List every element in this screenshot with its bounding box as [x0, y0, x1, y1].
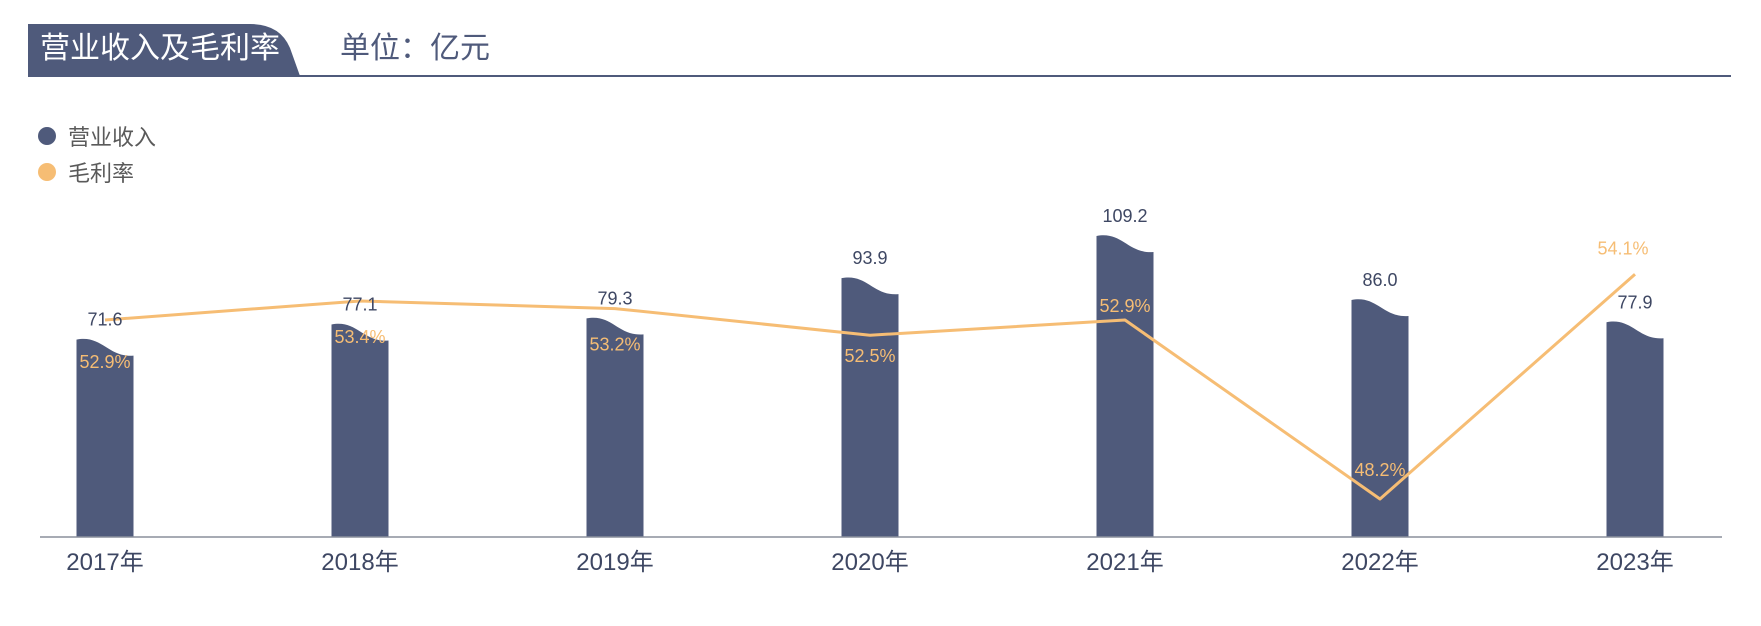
legend: 营业收入 毛利率 — [38, 118, 156, 190]
x-tick-label: 2022年 — [1341, 549, 1418, 576]
bar-2021年 — [1096, 235, 1154, 537]
bar-value-label: 93.9 — [852, 248, 887, 268]
x-tick-label: 2018年 — [321, 549, 398, 576]
page-title: 营业收入及毛利率 — [40, 32, 280, 65]
bar-value-label: 79.3 — [597, 288, 632, 308]
gross-margin-label: 53.2% — [589, 335, 640, 355]
x-tick-label: 2017年 — [66, 549, 143, 576]
gross-margin-label: 52.9% — [1099, 296, 1150, 316]
bar-value-label: 71.6 — [87, 310, 122, 330]
x-tick-label: 2021年 — [1086, 549, 1163, 576]
header-divider — [28, 75, 1731, 77]
legend-label-gross-margin: 毛利率 — [68, 161, 135, 186]
legend-swatch-gross-margin — [38, 163, 56, 181]
bar-value-label: 77.9 — [1617, 292, 1652, 312]
bar-value-label: 77.1 — [342, 294, 377, 314]
bar-value-label: 109.2 — [1102, 206, 1147, 226]
title-tab-shape — [28, 24, 300, 76]
bar-value-label: 86.0 — [1362, 270, 1397, 290]
legend-item-revenue: 营业收入 — [38, 118, 156, 154]
unit-label: 单位：亿元 — [340, 32, 490, 65]
gross-margin-label: 54.1% — [1597, 238, 1648, 258]
bar-2020年 — [841, 277, 899, 537]
gross-margin-label: 48.2% — [1354, 460, 1405, 480]
bar-2019年 — [586, 317, 644, 537]
legend-label-revenue: 营业收入 — [68, 125, 157, 150]
x-tick-label: 2020年 — [831, 549, 908, 576]
chart-header: 营业收入及毛利率 单位：亿元 — [28, 20, 1731, 77]
gross-margin-label: 52.9% — [79, 352, 130, 372]
bar-2018年 — [331, 323, 389, 537]
bar-2022年 — [1351, 299, 1409, 537]
gross-margin-label: 53.4% — [334, 327, 385, 347]
x-tick-label: 2019年 — [576, 549, 653, 576]
legend-swatch-revenue — [38, 127, 56, 145]
bar-2017年 — [76, 338, 134, 537]
gross-margin-line — [104, 273, 1636, 501]
gross-margin-label: 52.5% — [844, 346, 895, 366]
x-tick-label: 2023年 — [1596, 549, 1673, 576]
legend-item-gross-margin: 毛利率 — [38, 154, 156, 190]
title-tab: 营业收入及毛利率 — [28, 24, 338, 76]
bar-2023年 — [1606, 321, 1664, 537]
